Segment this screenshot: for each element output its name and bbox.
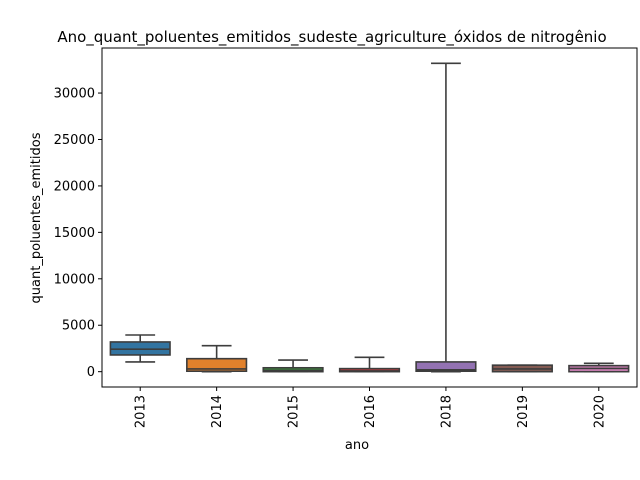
iqr-box <box>415 361 477 373</box>
x-tick-label: 2014 <box>210 395 225 428</box>
x-axis: 2013 2014 2015 2016 2018 2019 2020 <box>134 387 607 428</box>
box-2013 <box>109 334 171 363</box>
y-tick-label: 25000 <box>54 133 95 148</box>
x-axis-label: ano <box>345 438 369 453</box>
y-tick-label: 30000 <box>54 87 95 102</box>
x-tick-label: 2020 <box>592 395 607 428</box>
box-2020 <box>568 362 630 373</box>
box-2018 <box>415 62 477 373</box>
box-2016 <box>338 356 401 373</box>
iqr-box <box>186 357 248 373</box>
plot-frame <box>101 47 638 388</box>
x-tick-label: 2015 <box>287 395 302 428</box>
y-tick-label: 15000 <box>54 226 95 241</box>
x-tick-label: 2019 <box>516 395 531 428</box>
y-tick-label: 0 <box>87 365 95 380</box>
plot-area <box>109 62 630 373</box>
box-2015 <box>262 359 324 373</box>
y-axis: 0 5000 10000 15000 20000 25000 30000 <box>54 87 102 380</box>
x-tick-label: 2018 <box>439 395 454 428</box>
y-axis-label: quant_poluentes_emitidos <box>29 132 44 303</box>
box-2014 <box>186 344 248 373</box>
x-tick-label: 2016 <box>363 395 378 428</box>
x-tick-label: 2013 <box>134 395 149 428</box>
y-tick-label: 20000 <box>54 179 95 194</box>
y-tick-label: 5000 <box>62 319 95 334</box>
y-tick-label: 10000 <box>54 272 95 287</box>
chart-title: Ano_quant_poluentes_emitidos_sudeste_agr… <box>57 28 606 47</box>
box-2019 <box>491 364 553 373</box>
